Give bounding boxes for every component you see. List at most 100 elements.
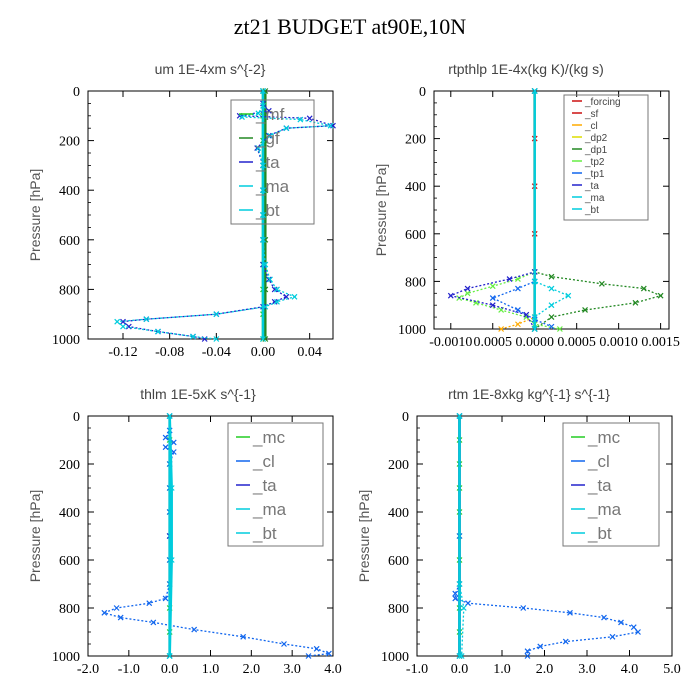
y-tick-label: 200: [405, 133, 426, 148]
series-point: [168, 557, 175, 563]
series-point: [523, 314, 530, 321]
series-bt: [531, 88, 572, 332]
x-tick-label: 0.0000: [515, 335, 554, 350]
series-point: [283, 125, 290, 132]
x-tick-label: 0.0: [161, 662, 179, 677]
y-tick-label: 600: [405, 228, 426, 243]
x-tick-label: -0.08: [155, 345, 184, 360]
series-point: [281, 641, 287, 647]
series-point: [120, 318, 126, 325]
legend-entry: _ma: [252, 500, 287, 519]
series-point: [456, 653, 463, 659]
series-point: [524, 648, 531, 655]
legend-entry: _cl: [587, 452, 610, 471]
legend-entry: _ma: [255, 177, 290, 196]
series-point: [162, 434, 169, 441]
series-point: [464, 285, 471, 292]
legend-entry: _tp2: [584, 157, 605, 168]
series-point: [489, 295, 496, 301]
y-tick-label: 800: [59, 283, 80, 298]
series-point: [456, 413, 463, 419]
series-point: [548, 285, 555, 292]
series-point: [515, 285, 521, 292]
series-point: [632, 299, 639, 306]
y-tick-label: 400: [388, 506, 409, 521]
series-point: [456, 581, 463, 587]
series-point: [267, 132, 273, 139]
series-point: [452, 590, 459, 597]
y-tick-label: 400: [59, 184, 80, 199]
series-point: [506, 276, 513, 282]
y-tick-label: 400: [405, 180, 426, 195]
series-point: [523, 311, 530, 318]
legend: _mc _cl _ta _ma _bt: [562, 422, 660, 547]
series-point: [240, 633, 247, 640]
series-point: [306, 115, 313, 122]
legend-entry: _mc: [587, 428, 621, 447]
y-tick-label: 0: [73, 85, 80, 100]
x-tick-label: 0.0005: [474, 335, 513, 350]
series-point: [531, 278, 538, 285]
series-point: [170, 449, 177, 455]
series-line: [115, 91, 331, 340]
series-cl: [498, 88, 538, 332]
series-point: [465, 600, 471, 607]
x-tick-label: -2.0: [77, 662, 99, 677]
series-point: [170, 439, 177, 446]
series-line: [168, 415, 173, 657]
legend-entry: _ta: [255, 153, 280, 172]
y-tick-label: 200: [388, 458, 409, 473]
legend-entry: _sf: [584, 109, 599, 120]
series-point: [166, 653, 173, 659]
legend-entry: _ta: [584, 181, 599, 192]
series-point: [330, 122, 336, 129]
series-point: [498, 326, 505, 332]
series-point: [520, 605, 527, 611]
y-tick-label: 800: [59, 602, 80, 617]
series-point: [260, 102, 266, 109]
series-point: [531, 88, 538, 94]
x-tick-label: 3.0: [578, 662, 596, 677]
series-point: [260, 162, 266, 169]
series-point: [562, 638, 569, 645]
series-point: [582, 307, 588, 313]
series-line: [448, 91, 536, 330]
series-point: [166, 413, 173, 419]
y-tick-label: 0: [73, 410, 80, 425]
series-point: [168, 485, 175, 491]
y-tick-label: 800: [388, 602, 409, 617]
x-tick-label: 5.0: [663, 662, 681, 677]
series-point: [146, 600, 153, 607]
panel-title: thlm 1E-5xK s^{-1}: [140, 386, 256, 402]
series-point: [565, 292, 572, 299]
series-point: [598, 280, 605, 287]
y-tick-label: 1000: [52, 650, 80, 665]
x-tick-label: -0.0010: [429, 335, 472, 350]
series-point: [531, 326, 538, 332]
y-tick-label: 1000: [52, 333, 80, 348]
series-point: [327, 122, 334, 129]
y-tick-label: 400: [59, 506, 80, 521]
series-point: [537, 643, 544, 650]
series-point: [274, 286, 280, 293]
series-point: [254, 145, 261, 151]
chart-panel-1: um 1E-4xm s^{-2} Pressure [hPa] 0 200 400 600…: [27, 61, 336, 360]
series-point: [274, 298, 280, 305]
x-tick-label: 0.0010: [599, 335, 638, 350]
y-tick-label: 600: [388, 554, 409, 569]
series-point: [271, 298, 278, 305]
legend-entry: _bt: [255, 201, 280, 220]
series-point: [452, 595, 459, 602]
panel-title: um 1E-4xm s^{-2}: [155, 61, 266, 77]
series-point: [313, 645, 320, 652]
series-point: [531, 314, 538, 321]
series-point: [548, 302, 555, 309]
series-point: [255, 145, 262, 151]
x-tick-label: 0.0015: [641, 335, 680, 350]
x-tick-label: 2.0: [536, 662, 554, 677]
y-axis-label: Pressure [hPa]: [356, 490, 372, 583]
series-line: [534, 91, 570, 329]
y-axis-label: Pressure [hPa]: [373, 164, 389, 257]
legend-box: [563, 94, 649, 221]
x-tick-label: 0.04: [297, 345, 322, 360]
